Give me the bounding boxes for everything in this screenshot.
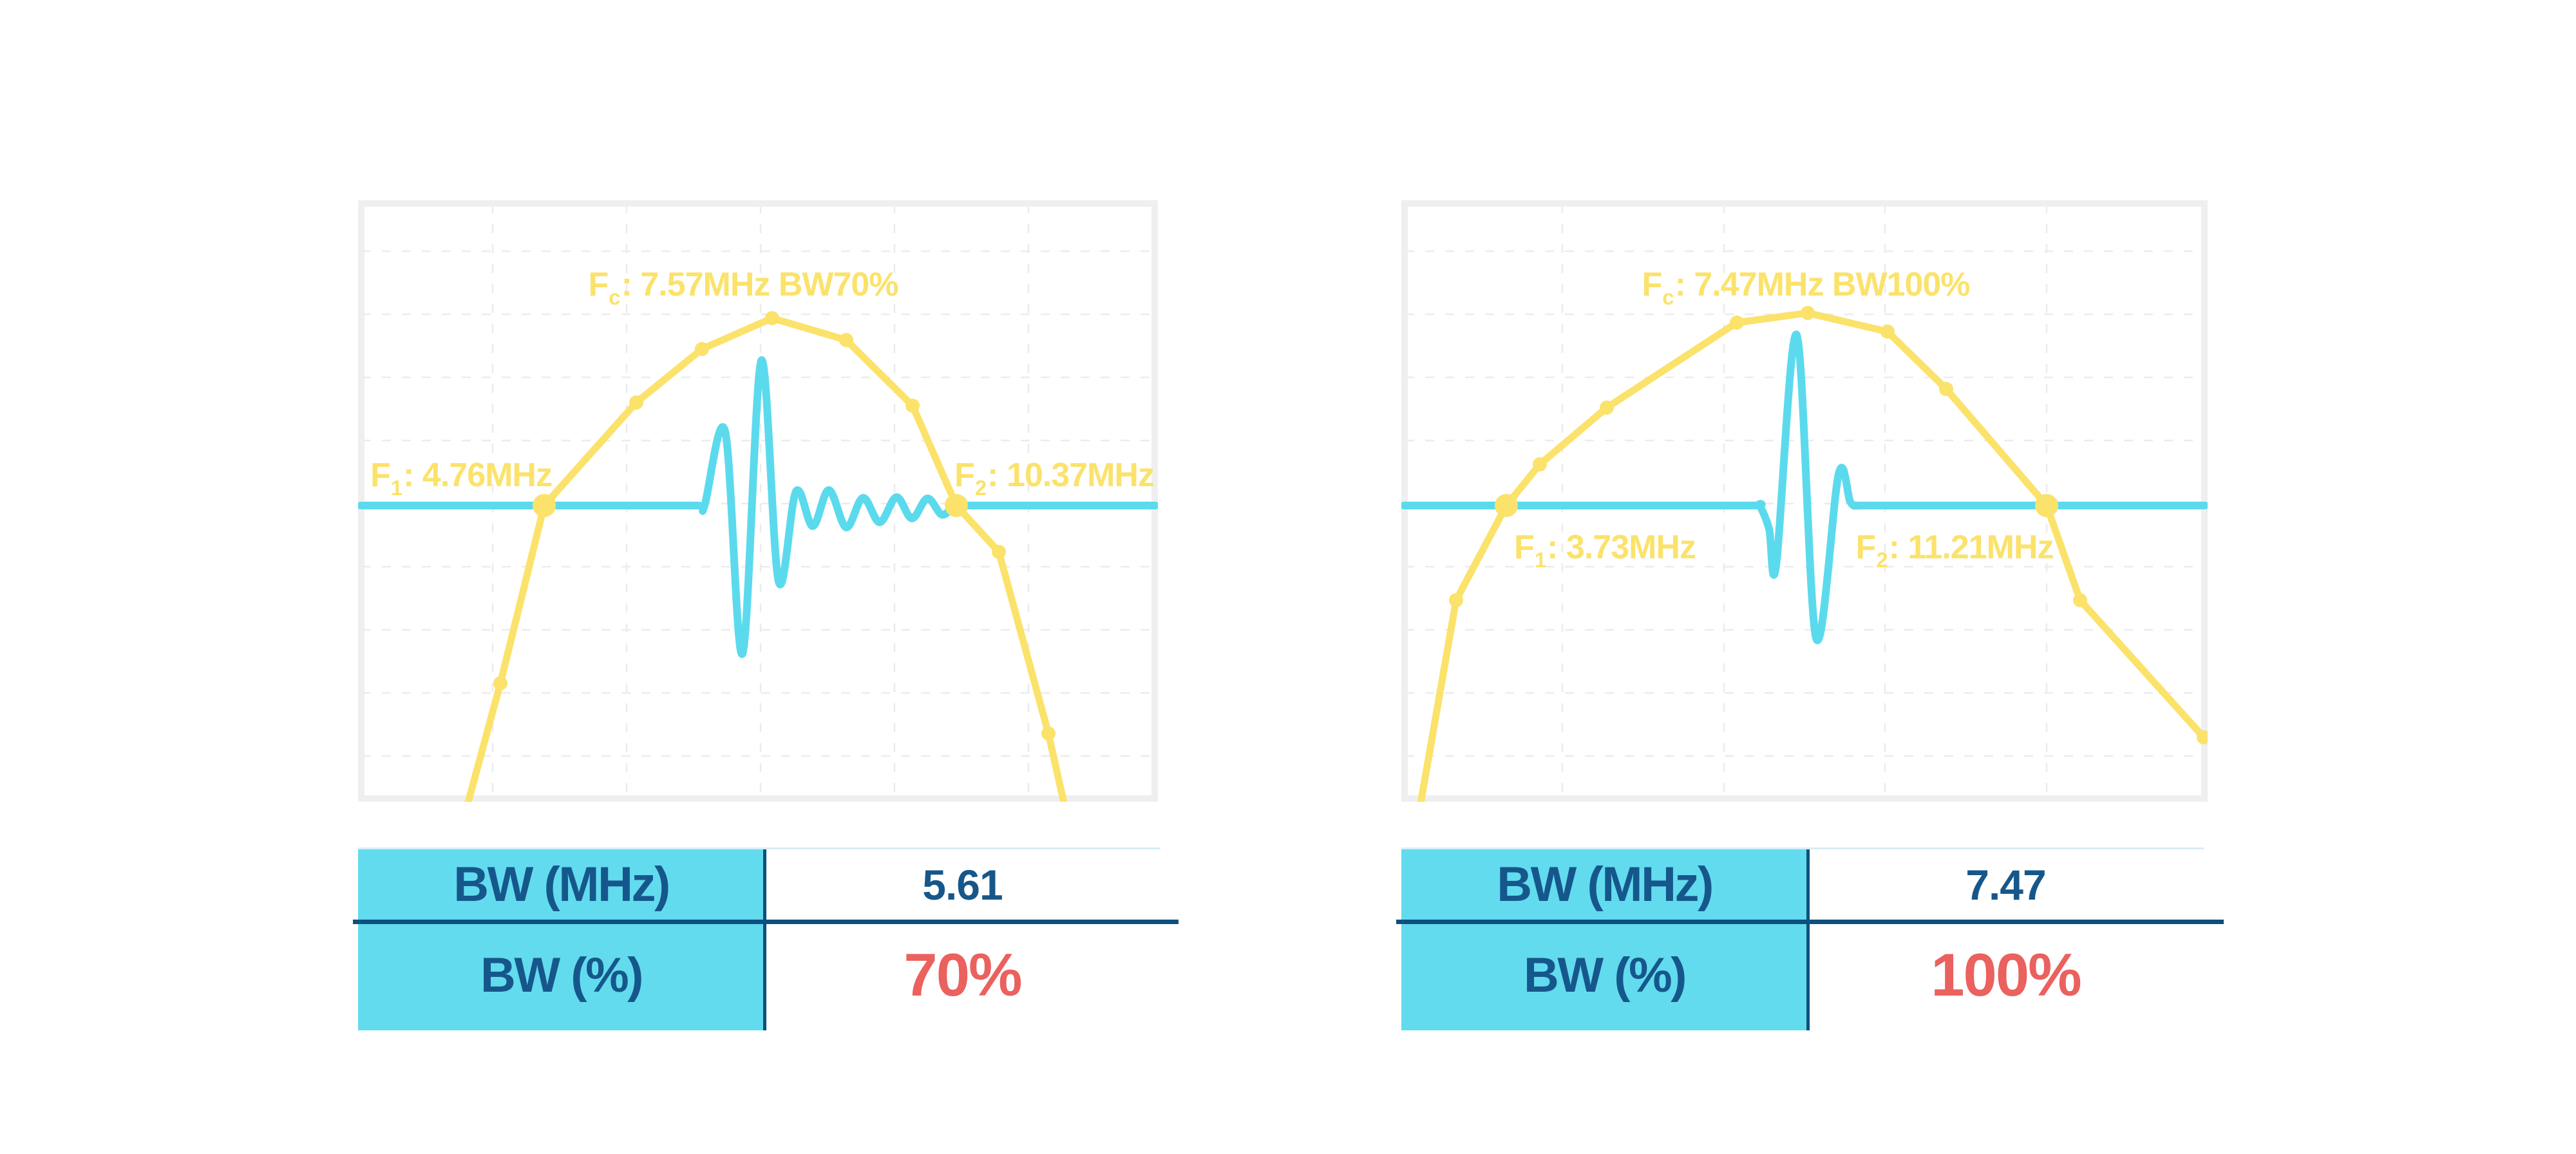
fc-annotation-bw100: Fc: 7.47MHz BW100% (1642, 265, 1971, 309)
f2-symbol: F (954, 457, 975, 494)
f2-subscript: 2 (974, 476, 987, 500)
table-row-bw-pct: BW (%) 70% (358, 920, 1160, 1030)
f1-subscript: 1 (1534, 548, 1546, 572)
fc-value-text: : 7.47MHz BW100% (1674, 266, 1971, 303)
bw-table-bw70: BW (MHz) 5.61 BW (%) 70% (353, 847, 1179, 1030)
row-value-cell: 5.61 (764, 849, 1160, 920)
table-row-bw-pct: BW (%) 100% (1401, 920, 2204, 1030)
fc-annotation-bw70: Fc: 7.57MHz BW70% (588, 265, 899, 309)
f2-value-text: : 10.37MHz (987, 457, 1155, 494)
fc-value-text: : 7.57MHz BW70% (621, 266, 899, 303)
row-value-cell: 70% (764, 920, 1160, 1030)
row-label-cell: BW (MHz) (358, 849, 764, 920)
f1-value-text: : 4.76MHz (403, 457, 553, 494)
chart-bw70-plot (358, 200, 1158, 802)
f1-annotation-bw100: F1: 3.73MHz (1514, 528, 1696, 572)
fc-subscript: c (1662, 285, 1674, 309)
chart-bw100-plot (1401, 200, 2208, 802)
row-value-cell: 100% (1808, 920, 2204, 1030)
row-label-cell: BW (%) (358, 920, 764, 1030)
bw-pct-value: 100% (1931, 941, 2081, 1008)
f1-subscript: 1 (390, 476, 402, 500)
f2-value-text: : 11.21MHz (1888, 529, 2054, 566)
table-divider-vertical (763, 849, 766, 1030)
f1-annotation-bw70: F1: 4.76MHz (370, 456, 553, 500)
f2-subscript: 2 (1876, 548, 1888, 572)
row-label-cell: BW (MHz) (1401, 849, 1808, 920)
f1-value-text: : 3.73MHz (1547, 529, 1696, 566)
table-divider-horizontal (1396, 920, 2224, 924)
f1-symbol: F (1514, 529, 1535, 566)
f2-annotation-bw100: F2: 11.21MHz (1855, 528, 2054, 572)
fc-symbol: F (1642, 266, 1662, 303)
bw-table-bw100: BW (MHz) 7.47 BW (%) 100% (1396, 847, 2224, 1030)
bw-mhz-value: 7.47 (1965, 860, 2046, 909)
table-divider-horizontal (353, 920, 1179, 924)
table-divider-vertical (1806, 849, 1810, 1030)
f2-symbol: F (1855, 529, 1876, 566)
bw-mhz-value: 5.61 (922, 860, 1003, 909)
row-value-cell: 7.47 (1808, 849, 2204, 920)
row-label-cell: BW (%) (1401, 920, 1808, 1030)
f1-symbol: F (370, 457, 391, 494)
table-row-bw-mhz: BW (MHz) 5.61 (358, 849, 1160, 920)
table-row-bw-mhz: BW (MHz) 7.47 (1401, 849, 2204, 920)
fc-subscript: c (609, 285, 620, 309)
bw-pct-value: 70% (904, 941, 1022, 1008)
f2-annotation-bw70: F2: 10.37MHz (954, 456, 1155, 500)
fc-symbol: F (588, 266, 609, 303)
